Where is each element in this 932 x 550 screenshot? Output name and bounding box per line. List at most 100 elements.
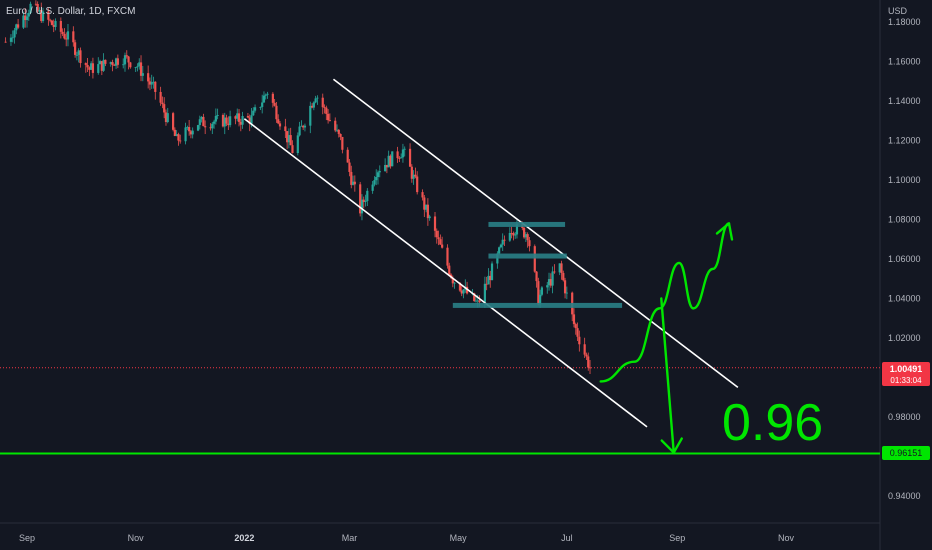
candle-body (576, 328, 579, 337)
candle-body (4, 41, 7, 43)
candle-body (540, 287, 544, 295)
candle-body (22, 15, 25, 28)
candle-body (286, 131, 289, 143)
countdown-timer: 01:33:04 (890, 376, 922, 385)
candle-body (72, 31, 75, 43)
candle-body (546, 285, 549, 288)
candle-body (373, 180, 376, 185)
candle-body (173, 129, 176, 137)
candle-body (437, 237, 440, 240)
candle-body (334, 120, 337, 131)
candle-body (350, 171, 353, 185)
last-price-value: 1.00491 (890, 364, 923, 374)
candle-body (489, 275, 492, 281)
projection-down-arrowhead (660, 437, 683, 454)
candle-body (50, 20, 54, 25)
candle-body (24, 15, 27, 21)
candle-body (275, 105, 278, 120)
candle-body (200, 116, 203, 120)
descending-channel (243, 78, 739, 428)
candle-body (376, 172, 380, 177)
candle-body (321, 97, 324, 108)
candle-body (97, 64, 100, 73)
candle-body (90, 63, 93, 70)
candle-body (102, 59, 105, 71)
candle-body (328, 120, 331, 121)
candle-body (262, 95, 266, 103)
candle-body (346, 149, 349, 163)
candle-body (351, 181, 355, 185)
candle-body (325, 107, 328, 114)
candle-body (36, 4, 39, 12)
candle-body (159, 91, 162, 103)
candle-body (152, 81, 155, 83)
candle-body (414, 174, 417, 177)
candle-body (300, 125, 303, 127)
candle-body (327, 113, 330, 121)
candle-body (253, 107, 257, 111)
candle-body (428, 216, 431, 219)
candle-body (141, 73, 144, 76)
projection-arrows (599, 222, 734, 454)
x-tick-label: Nov (778, 533, 795, 543)
candle-body (13, 30, 16, 38)
candle-body (408, 148, 412, 167)
candle-body (303, 125, 307, 128)
candle-body (198, 119, 201, 126)
candle-body (416, 176, 419, 193)
candle-body (164, 112, 168, 123)
currency-label: USD (888, 6, 908, 16)
candle-body (353, 181, 356, 185)
candle-body (362, 199, 365, 203)
candle-body (572, 314, 576, 325)
candle-body (252, 110, 255, 116)
candle-body (214, 115, 217, 122)
candle-body (161, 102, 164, 105)
candle-body (578, 336, 581, 345)
candle-body (122, 64, 125, 66)
candle-body (391, 151, 394, 167)
candle-body (34, 3, 38, 5)
candle-body (100, 61, 103, 71)
candle-body (563, 280, 567, 294)
y-tick-label: 0.94000 (888, 491, 921, 501)
candle-body (478, 300, 481, 303)
y-tick-label: 0.98000 (888, 412, 921, 422)
candle-body (129, 62, 132, 68)
candle-body (79, 50, 82, 64)
channel-upper-line (332, 78, 739, 389)
candle-body (490, 263, 494, 281)
candle-body (316, 97, 319, 99)
candle-body (433, 216, 437, 231)
candle-body (435, 230, 438, 238)
y-tick-label: 1.12000 (888, 136, 921, 146)
candle-body (512, 233, 515, 236)
candle-body (123, 55, 127, 65)
candle-body (163, 104, 166, 113)
candle-body (278, 123, 282, 127)
candle-body (423, 197, 426, 210)
candle-body (562, 272, 565, 281)
candle-body (237, 113, 241, 122)
candle-body (234, 116, 237, 119)
price-zone (452, 302, 623, 308)
candle-body (154, 81, 157, 92)
candle-body (16, 24, 20, 28)
last-price-tag-bg (882, 362, 930, 386)
candle-body (426, 204, 429, 219)
candle-body (549, 279, 552, 286)
candle-body (410, 166, 413, 179)
support-value: 0.96151 (890, 448, 923, 458)
candle-body (560, 263, 563, 273)
y-tick-label: 1.02000 (888, 333, 921, 343)
x-tick-label: 2022 (234, 533, 254, 543)
candle-body (138, 62, 141, 67)
candle-body (487, 275, 490, 285)
candle-body (259, 106, 262, 108)
candle-body (587, 356, 590, 368)
candle-body (266, 93, 269, 95)
candle-body (583, 344, 586, 355)
candle-body (216, 115, 219, 116)
x-tick-label: Mar (342, 533, 358, 543)
